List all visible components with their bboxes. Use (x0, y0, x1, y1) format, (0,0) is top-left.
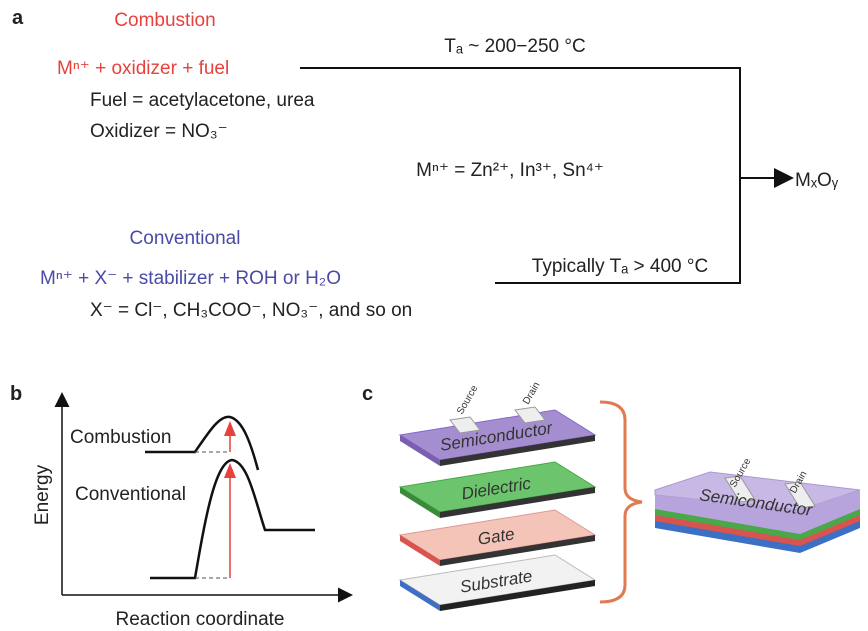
panel-label: c (362, 383, 373, 405)
metals-text: Mⁿ⁺ = Zn²⁺, In³⁺, Sn⁴⁺ (416, 160, 604, 181)
curve-label: Conventional (75, 484, 186, 505)
combustion-title: Combustion (114, 10, 215, 31)
x-axis-title: Reaction coordinate (116, 609, 285, 630)
bracket (600, 402, 642, 602)
anions-text: X⁻ = Cl⁻, CH₃COO⁻, NO₃⁻, and so on (90, 300, 412, 321)
product: MₓOᵧ (795, 170, 839, 191)
figure: a Combustion Mⁿ⁺ + oxidizer + fuel Fuel … (0, 0, 868, 631)
device-stack (655, 472, 860, 553)
curve-label: Combustion (70, 427, 171, 448)
electrode-label: Source (455, 383, 481, 416)
panel-label: b (10, 383, 22, 405)
panel-label: a (12, 7, 24, 29)
conventional-reaction: Mⁿ⁺ + X⁻ + stabilizer + ROH or H₂O (40, 268, 341, 289)
combustion-reaction: Mⁿ⁺ + oxidizer + fuel (57, 58, 229, 79)
combustion-temperature: Tₐ ~ 200−250 °C (444, 36, 585, 57)
conventional-curve (150, 460, 315, 578)
fuel-text: Fuel = acetylacetone, urea (90, 90, 315, 111)
conventional-temperature: Typically Tₐ > 400 °C (532, 256, 708, 277)
y-axis-title: Energy (32, 464, 53, 525)
oxidizer-text: Oxidizer = NO₃⁻ (90, 121, 228, 142)
electrode-label: Drain (521, 380, 542, 406)
conventional-title: Conventional (130, 228, 241, 249)
